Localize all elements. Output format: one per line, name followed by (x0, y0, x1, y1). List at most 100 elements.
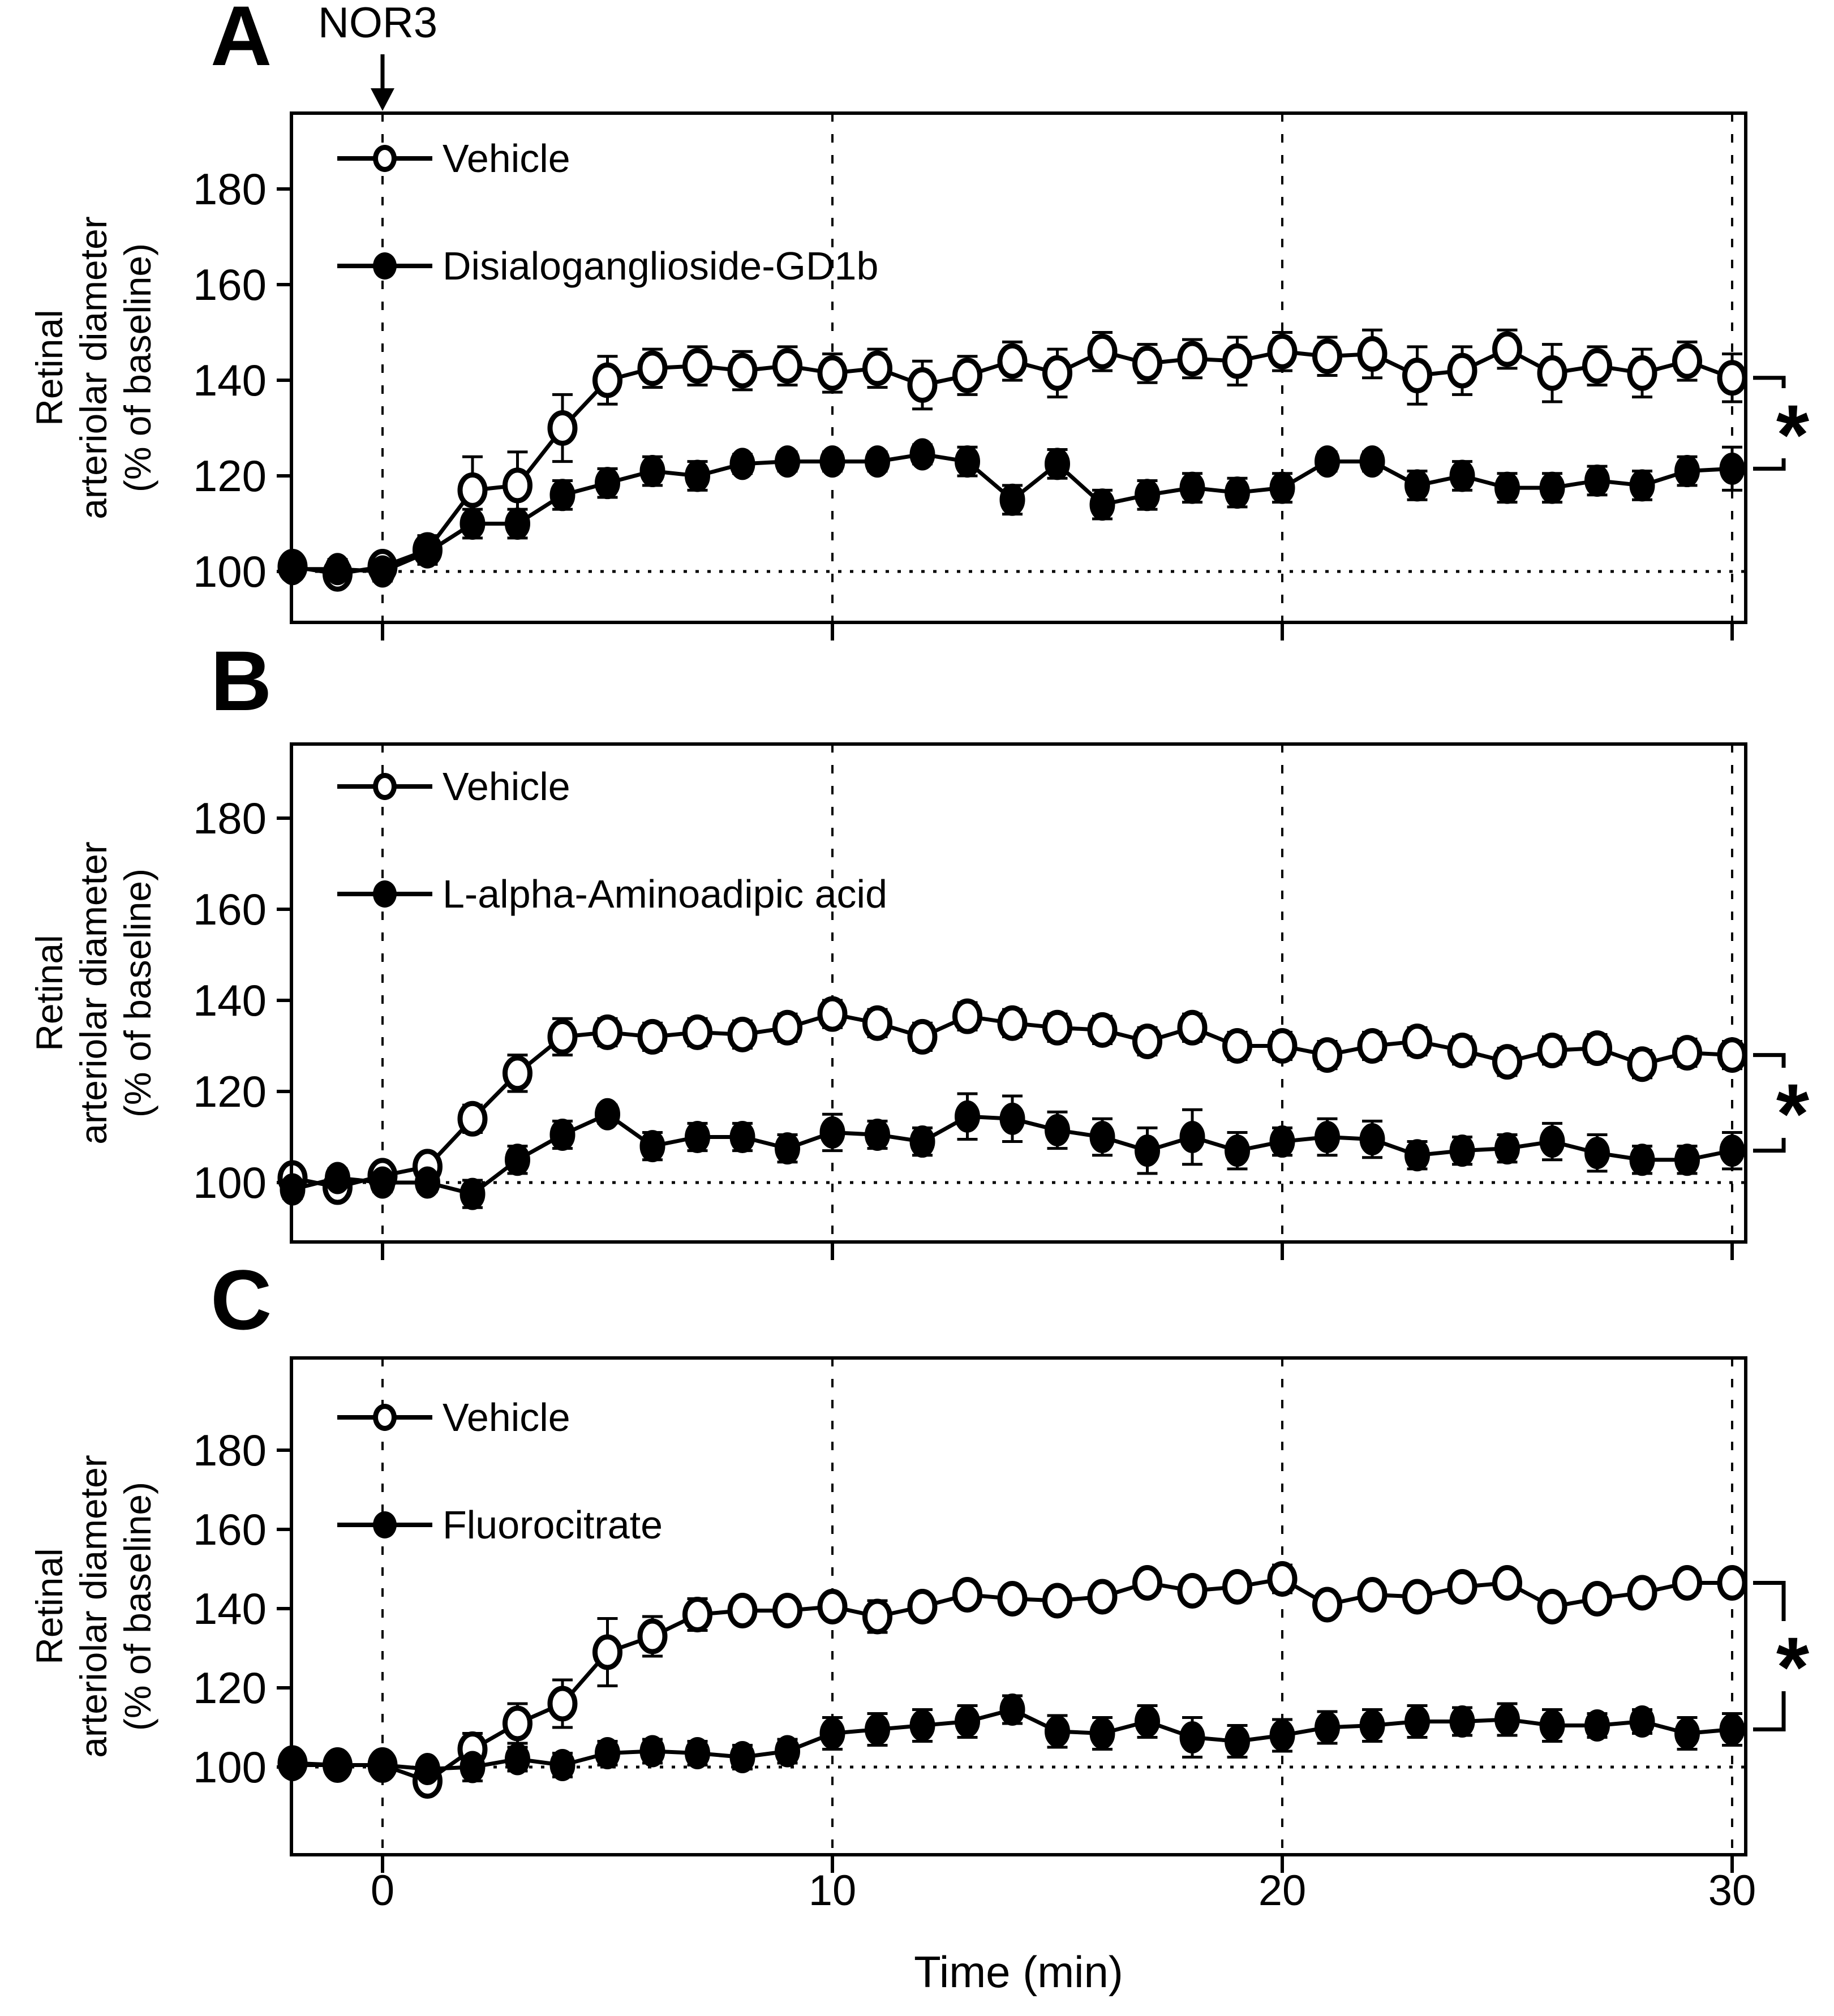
data-point-open (862, 350, 892, 386)
data-point-open (1447, 1033, 1477, 1069)
data-point-open (1177, 1573, 1208, 1609)
data-point-filled (1135, 479, 1160, 511)
data-point-open (727, 1593, 758, 1628)
y-axis-label-line: arteriolar diameter (72, 216, 114, 519)
panel-B: 100 120 140 160 180 (193, 742, 1786, 1260)
data-point-filled (549, 1749, 575, 1781)
data-point-filled (1225, 1134, 1250, 1167)
filled-circle-marker-icon (337, 252, 432, 280)
legend-label: Vehicle (443, 136, 570, 180)
data-point-open (1537, 1589, 1567, 1624)
y-tick-label: 160 (193, 1505, 267, 1554)
data-point-filled (1674, 455, 1700, 488)
legend-entry-laa: L-alpha-Aminoadipic acid (337, 870, 887, 918)
data-point-filled (370, 1166, 396, 1199)
data-point-filled (1494, 1132, 1520, 1165)
data-point-open (1222, 1028, 1252, 1064)
y-tick-label: 140 (193, 975, 267, 1025)
data-point-open (637, 350, 668, 386)
y-tick-label: 160 (193, 260, 267, 310)
data-point-filled (1449, 1134, 1475, 1167)
data-point-open (1087, 1012, 1118, 1048)
data-point-open (1717, 360, 1747, 396)
open-circle-marker-icon (337, 772, 432, 801)
data-point-open (637, 1018, 668, 1055)
y-axis-label-line: (% of baseline) (117, 1481, 158, 1731)
significance-asterisk-c: * (1776, 1619, 1810, 1714)
data-point-filled (909, 1125, 935, 1158)
panel-b-letter: B (211, 633, 272, 728)
legend-label: Disialoganglioside-GD1b (443, 244, 879, 288)
data-point-open (457, 1101, 488, 1137)
significance-asterisk-a: * (1776, 387, 1810, 482)
data-point-open (1087, 1579, 1118, 1615)
data-point-filled (1225, 1725, 1250, 1757)
data-point-open (1582, 1030, 1612, 1067)
data-point-open (1357, 336, 1388, 372)
data-point-open (907, 1589, 938, 1624)
y-axis-label-panel-a: Retinal arteriolar diameter (% of baseli… (27, 216, 160, 519)
significance-asterisk-b: * (1776, 1066, 1810, 1161)
data-point-open (1627, 1575, 1657, 1611)
data-point-open (817, 355, 848, 391)
data-point-open (682, 348, 712, 384)
panel-a-letter: A (211, 0, 272, 83)
data-point-open (1537, 1033, 1567, 1069)
data-point-filled (1629, 1144, 1655, 1176)
legend-entry-vehicle-c: Vehicle (337, 1394, 570, 1441)
data-point-filled (1269, 1125, 1295, 1158)
data-point-filled (325, 1162, 350, 1194)
data-point-open (1132, 1023, 1162, 1059)
data-point-filled (819, 445, 845, 478)
y-tick-label: 100 (193, 547, 267, 596)
data-point-open (1582, 348, 1612, 384)
data-point-filled (1584, 464, 1610, 497)
legend-label: Vehicle (443, 764, 570, 809)
data-point-filled (1135, 1134, 1160, 1167)
data-point-filled (819, 1717, 845, 1750)
data-point-open (1492, 1044, 1522, 1080)
data-point-open (1402, 358, 1432, 394)
data-point-open (1447, 353, 1477, 389)
data-point-open (1447, 1569, 1477, 1605)
data-point-open (502, 467, 532, 504)
y-axis-label-line: arteriolar diameter (72, 841, 114, 1145)
data-point-open (952, 358, 982, 394)
data-point-open (682, 1014, 712, 1050)
legend-label: L-alpha-Aminoadipic acid (443, 872, 887, 916)
data-point-filled (1584, 1709, 1610, 1742)
y-tick-label: 180 (193, 164, 267, 214)
data-point-filled (865, 445, 890, 478)
data-point-open (1402, 1579, 1432, 1615)
data-point-open (1492, 331, 1522, 367)
data-point-filled (325, 553, 350, 586)
data-point-open (952, 1577, 982, 1613)
data-point-open (1357, 1577, 1388, 1613)
y-tick-label: 140 (193, 355, 267, 405)
data-point-open (1267, 1028, 1298, 1064)
data-point-filled (955, 1100, 980, 1133)
data-point-open (547, 1686, 578, 1722)
data-point-filled (1719, 1713, 1745, 1746)
data-point-filled (1719, 452, 1745, 485)
data-point-filled (595, 1737, 620, 1769)
data-point-filled (775, 1132, 800, 1165)
data-point-filled (505, 1144, 530, 1176)
data-point-filled (865, 1118, 890, 1151)
data-point-filled (415, 536, 440, 569)
data-point-filled (909, 438, 935, 471)
data-point-filled (1719, 1134, 1745, 1167)
data-point-filled (775, 1735, 800, 1768)
data-point-filled (1089, 488, 1115, 521)
y-axis-label-line: (% of baseline) (117, 868, 158, 1118)
filled-circle-marker-icon (337, 1511, 432, 1539)
data-point-filled (685, 459, 710, 492)
plot-border (290, 1356, 1747, 1856)
data-point-open (502, 1055, 532, 1091)
data-point-filled (1449, 1705, 1475, 1738)
data-point-filled (595, 1098, 620, 1130)
data-point-filled (685, 1737, 710, 1769)
y-axis-label-line: Retinal (28, 310, 70, 426)
data-point-filled (1045, 1114, 1070, 1146)
data-point-filled (1584, 1137, 1610, 1170)
